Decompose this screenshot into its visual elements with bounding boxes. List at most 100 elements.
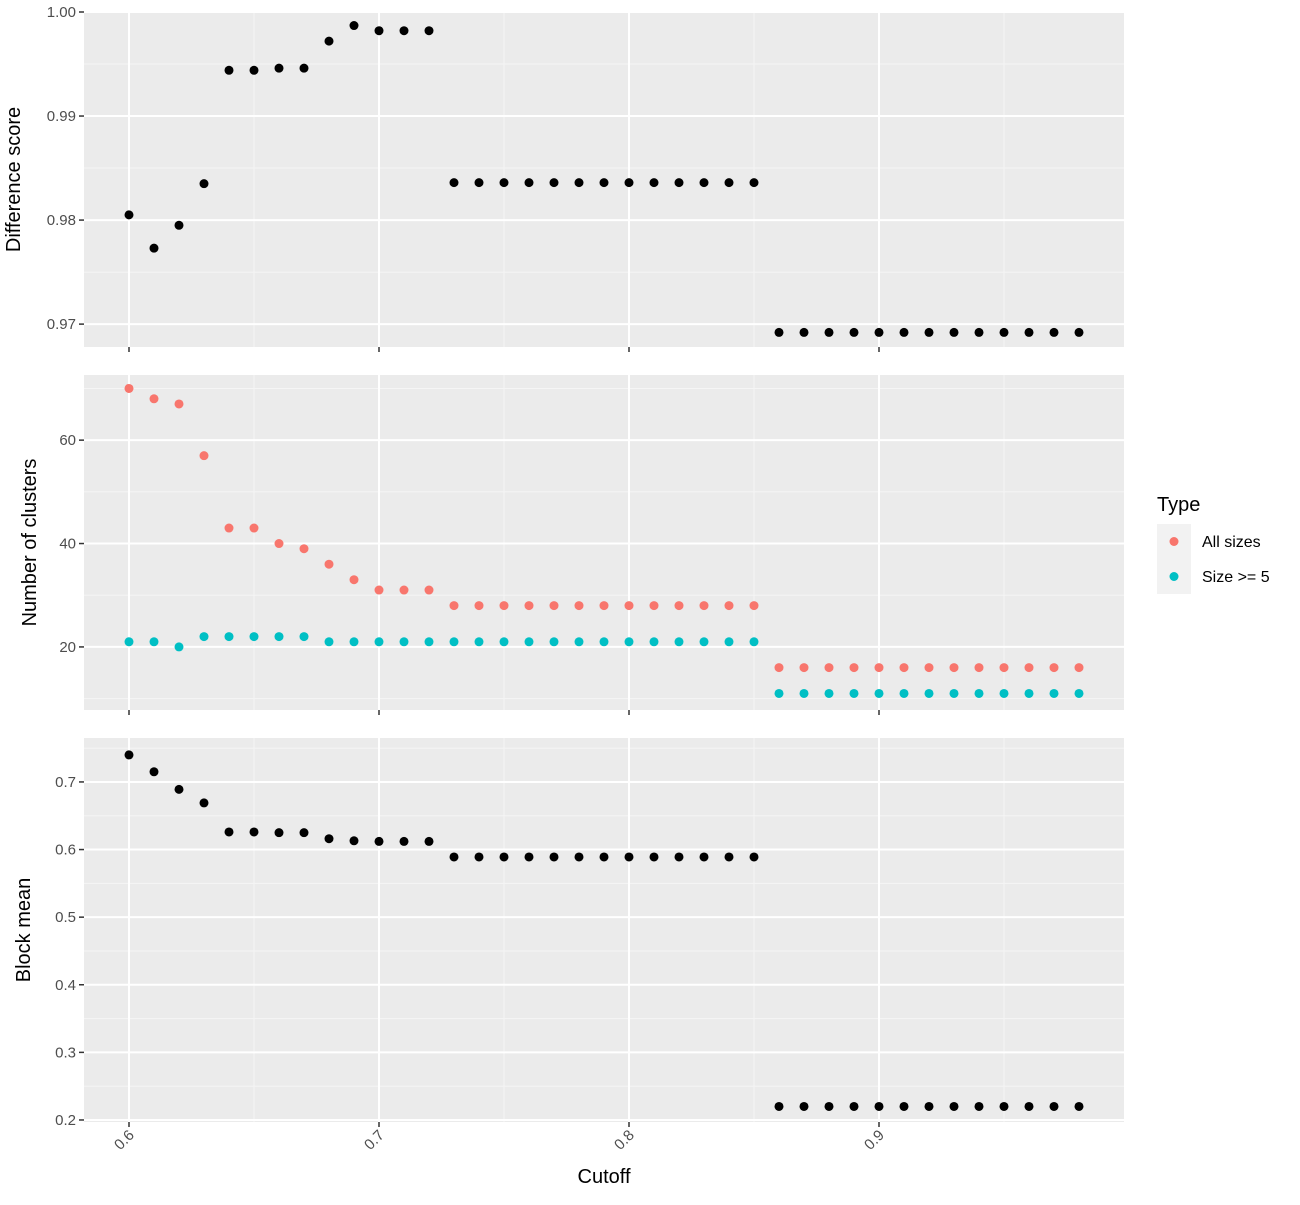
data-point xyxy=(699,178,709,188)
data-point xyxy=(399,836,409,846)
data-point xyxy=(949,1101,959,1111)
data-point xyxy=(624,637,634,647)
data-point xyxy=(824,327,834,337)
data-point xyxy=(124,637,134,647)
data-point xyxy=(399,26,409,36)
data-point xyxy=(299,828,309,838)
data-point xyxy=(499,178,509,188)
data-point xyxy=(624,601,634,611)
data-point xyxy=(1024,688,1034,698)
data-point xyxy=(799,1101,809,1111)
data-point xyxy=(449,601,459,611)
data-point xyxy=(299,63,309,73)
y-tick-label: 20 xyxy=(59,639,76,656)
data-point xyxy=(374,836,384,846)
data-point xyxy=(874,327,884,337)
panel-background xyxy=(84,375,1124,710)
y-tick-label: 0.2 xyxy=(55,1112,76,1129)
data-point xyxy=(924,663,934,673)
data-point xyxy=(924,688,934,698)
data-point xyxy=(374,26,384,36)
x-tick-label: 0.9 xyxy=(861,1127,888,1154)
data-point xyxy=(624,178,634,188)
data-point xyxy=(524,178,534,188)
data-point xyxy=(374,585,384,595)
data-point xyxy=(899,688,909,698)
data-point xyxy=(899,1101,909,1111)
data-point xyxy=(599,637,609,647)
x-tick-label: 0.7 xyxy=(361,1127,388,1154)
data-point xyxy=(774,688,784,698)
data-point xyxy=(974,327,984,337)
data-point xyxy=(949,327,959,337)
data-point xyxy=(1074,1101,1084,1111)
data-point xyxy=(174,784,184,794)
data-point xyxy=(349,637,359,647)
data-point xyxy=(849,327,859,337)
data-point xyxy=(324,36,334,46)
data-point xyxy=(199,632,209,642)
data-point xyxy=(149,767,159,777)
data-point xyxy=(824,688,834,698)
data-point xyxy=(424,637,434,647)
y-tick-label: 0.3 xyxy=(55,1044,76,1061)
y-axis-title: Number of clusters xyxy=(19,459,41,627)
data-point xyxy=(724,178,734,188)
data-point xyxy=(874,663,884,673)
data-point xyxy=(924,1101,934,1111)
data-point xyxy=(574,178,584,188)
data-point xyxy=(424,585,434,595)
data-point xyxy=(699,852,709,862)
y-tick-label: 0.98 xyxy=(47,212,76,229)
data-point xyxy=(1024,663,1034,673)
data-point xyxy=(174,399,184,409)
data-point xyxy=(949,663,959,673)
data-point xyxy=(274,632,284,642)
data-point xyxy=(1049,688,1059,698)
data-point xyxy=(724,852,734,862)
data-point xyxy=(874,1101,884,1111)
y-axis-title: Difference score xyxy=(3,107,25,252)
data-point xyxy=(749,637,759,647)
data-point xyxy=(849,688,859,698)
data-point xyxy=(649,852,659,862)
data-point xyxy=(149,243,159,253)
legend-label: Size >= 5 xyxy=(1202,569,1270,586)
data-point xyxy=(249,632,259,642)
data-point xyxy=(674,601,684,611)
data-point xyxy=(699,637,709,647)
legend-key-point xyxy=(1169,537,1179,546)
data-point xyxy=(199,798,209,808)
data-point xyxy=(449,637,459,647)
data-point xyxy=(499,852,509,862)
data-point xyxy=(324,834,334,844)
data-point xyxy=(524,601,534,611)
data-point xyxy=(999,688,1009,698)
y-tick-label: 0.4 xyxy=(55,977,76,994)
data-point xyxy=(1024,327,1034,337)
data-point xyxy=(524,852,534,862)
data-point xyxy=(999,1101,1009,1111)
data-point xyxy=(274,539,284,549)
data-point xyxy=(799,663,809,673)
data-point xyxy=(749,852,759,862)
data-point xyxy=(774,327,784,337)
data-point xyxy=(549,178,559,188)
data-point xyxy=(1074,688,1084,698)
data-point xyxy=(999,663,1009,673)
data-point xyxy=(324,637,334,647)
data-point xyxy=(724,601,734,611)
y-tick-label: 60 xyxy=(59,432,76,449)
data-point xyxy=(224,65,234,75)
data-point xyxy=(249,523,259,533)
data-point xyxy=(774,1101,784,1111)
data-point xyxy=(124,383,134,393)
data-point xyxy=(249,827,259,837)
data-point xyxy=(599,852,609,862)
data-point xyxy=(199,451,209,461)
data-point xyxy=(549,852,559,862)
data-point xyxy=(974,1101,984,1111)
data-point xyxy=(649,601,659,611)
